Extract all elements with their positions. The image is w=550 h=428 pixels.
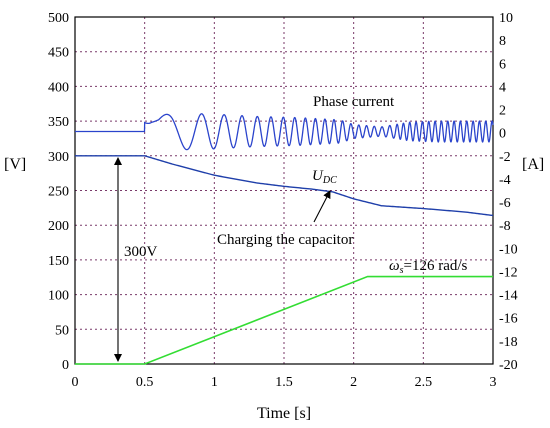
y-right-tick-label: -14: [499, 289, 518, 304]
omega-sub: s: [400, 265, 404, 276]
x-tick-labels: 0 0.5 1 1.5 2 2.5 3: [72, 375, 497, 390]
udc-label: UDC: [312, 168, 337, 186]
x-tick-label: 1.5: [275, 375, 293, 390]
y-right-tick-label: -16: [499, 312, 518, 327]
y-right-tick-label: -20: [499, 358, 518, 373]
x-tick-label: 0: [72, 375, 79, 390]
udc-label-sub: DC: [322, 175, 337, 186]
y-left-tick-label: 200: [48, 219, 69, 234]
y-left-tick-label: 350: [48, 115, 69, 130]
y-left-tick-label: 500: [48, 11, 69, 26]
omega-symbol: ω: [389, 258, 400, 274]
phase-current-label: Phase current: [313, 94, 395, 110]
plot-frame: [74, 16, 494, 365]
phase-current-series: [75, 113, 494, 151]
y-left-tick-label: 300: [48, 150, 69, 165]
x-axis-label: Time [s]: [257, 405, 311, 422]
y-right-tick-label: 2: [499, 104, 506, 119]
y-right-axis-label: [A]: [522, 156, 544, 173]
udc-pointer-arrow: [313, 190, 331, 223]
x-tick-label: 0.5: [136, 375, 154, 390]
grid-lines: [75, 17, 493, 364]
y-left-tick-label: 150: [48, 254, 69, 269]
x-tick-label: 2.5: [415, 375, 433, 390]
y-right-tick-label: -2: [499, 150, 511, 165]
y-left-tick-label: 250: [48, 185, 69, 200]
y-left-tick-label: 0: [62, 358, 69, 373]
annotations: Phase current UDC Charging the capacitor…: [114, 94, 468, 362]
y-right-tick-label: -10: [499, 242, 518, 257]
voltage-300-label: 300V: [124, 244, 158, 260]
y-right-tick-label: 0: [499, 127, 506, 142]
y-right-tick-label: -6: [499, 196, 511, 211]
y-right-tick-label: -18: [499, 335, 518, 350]
udc-label-main: U: [312, 168, 324, 184]
charging-capacitor-label: Charging the capacitor: [217, 232, 353, 248]
y-right-tick-label: 8: [499, 34, 506, 49]
x-tick-label: 3: [490, 375, 497, 390]
y-right-tick-label: 4: [499, 80, 506, 95]
omega-s-series: [75, 275, 493, 365]
y-left-tick-label: 450: [48, 46, 69, 61]
series-layer: [75, 113, 494, 365]
y-right-tick-label: -4: [499, 173, 511, 188]
y-right-tick-label: -8: [499, 219, 511, 234]
x-tick-label: 1: [211, 375, 218, 390]
x-tick-label: 2: [350, 375, 357, 390]
y-left-tick-label: 100: [48, 289, 69, 304]
omega-label: ωs=126 rad/s: [389, 258, 468, 276]
y-right-tick-label: 10: [499, 11, 513, 26]
y-left-tick-label: 50: [55, 323, 69, 338]
y-left-axis-label: [V]: [4, 156, 26, 173]
udc-series: [75, 155, 494, 217]
omega-value: =126 rad/s: [404, 258, 468, 274]
y-right-tick-label: -12: [499, 265, 518, 280]
y-left-tick-labels: 0 50 100 150 200 250 300 350 400 450 500: [48, 11, 69, 373]
y-left-tick-label: 400: [48, 80, 69, 95]
y-right-tick-label: 6: [499, 57, 506, 72]
